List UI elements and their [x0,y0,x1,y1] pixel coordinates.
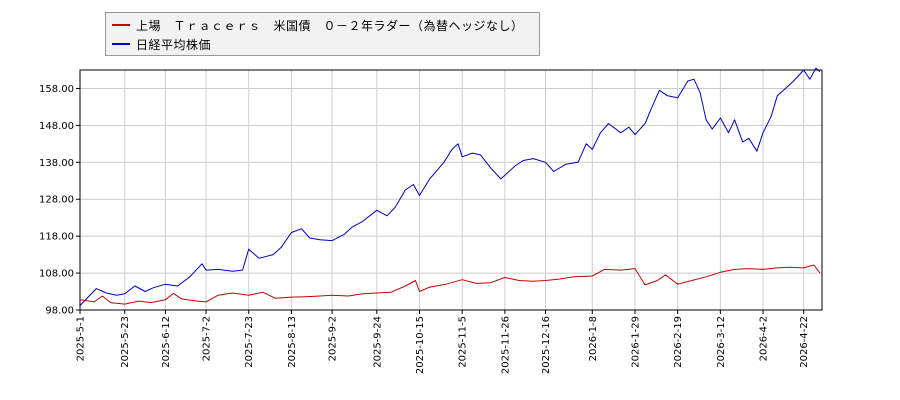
legend-swatch-etf [112,24,130,26]
y-tick-label: 108.00 [39,269,74,280]
x-tick-label: 2026-2-19 [673,316,684,368]
x-tick-label: 2025-5-23 [120,316,131,368]
legend-label-etf: 上場 Ｔｒａｃｅｒｓ 米国債 ０－２年ラダー（為替ヘッジなし） [136,18,524,33]
y-tick-label: 148.00 [39,121,74,132]
series-line-nikkei [79,67,821,306]
y-tick-label: 98.00 [45,306,74,317]
x-tick-label: 2025-11-26 [500,316,511,374]
x-tick-label: 2025-7-2 [202,316,213,361]
x-axis-tick-labels: 2025-5-1 2025-5-23 2025-6-12 2025-7-2 2025-7… [76,310,810,374]
y-tick-label: 128.00 [39,195,74,206]
y-tick-label: 118.00 [39,232,74,243]
plot-area-frame [79,69,823,311]
legend-label-nikkei: 日経平均株価 [136,37,212,52]
legend-item-etf: 上場 Ｔｒａｃｅｒｓ 米国債 ０－２年ラダー（為替ヘッジなし） [112,16,524,34]
x-tick-label: 2025-7-23 [244,316,255,368]
grid-lines [79,70,822,311]
x-tick-label: 2026-4-22 [799,316,810,368]
x-tick-label: 2026-4-2 [759,316,770,361]
x-tick-label: 2025-12-16 [541,316,552,374]
x-tick-label: 2025-10-15 [415,316,426,374]
x-tick-label: 2025-9-24 [372,316,383,368]
y-axis-tick-labels: 98.00 108.00 118.00 128.00 138.00 148.00 158.0… [39,84,80,317]
y-tick-label: 158.00 [39,84,74,95]
legend-item-nikkei: 日経平均株価 [112,35,211,53]
x-tick-label: 2026-3-12 [716,316,727,368]
legend: 上場 Ｔｒａｃｅｒｓ 米国債 ０－２年ラダー（為替ヘッジなし） 日経平均株価 [105,12,540,56]
series-line-etf [79,264,821,305]
x-tick-label: 2025-11-5 [458,316,469,368]
x-tick-label: 2026-1-8 [588,316,599,361]
x-tick-label: 2026-1-29 [630,316,641,368]
legend-swatch-nikkei [112,43,130,45]
series-layer [79,67,821,306]
y-tick-label: 138.00 [39,158,74,169]
x-tick-label: 2025-8-13 [287,316,298,368]
x-tick-label: 2025-6-12 [161,316,172,368]
x-tick-label: 2025-9-2 [328,316,339,361]
x-tick-label: 2025-5-1 [76,316,87,361]
